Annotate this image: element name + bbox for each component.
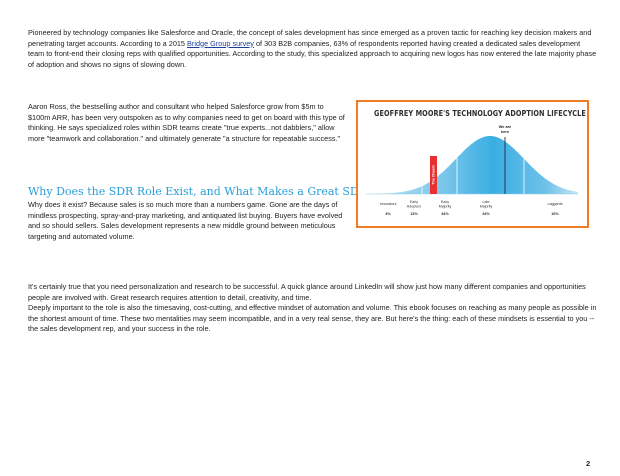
bell-curve <box>366 136 578 194</box>
segment-2-label: Early <box>410 200 418 204</box>
segment-2-label-line2: Adopters <box>407 205 422 209</box>
bridge-group-survey-link[interactable]: Bridge Group survey <box>187 38 254 48</box>
segment-1-percent: 3% <box>385 212 391 216</box>
segment-4-label: Late <box>483 200 490 204</box>
segment-5-percent: 16% <box>551 212 559 216</box>
intro-text-part2: of 303 B2B companies, 63% of respondents… <box>28 38 597 69</box>
adoption-lifecycle-figure: GEOFFREY MOORE'S TECHNOLOGY ADOPTION LIF… <box>356 100 589 228</box>
section-heading: Why Does the SDR Role Exist, and What Ma… <box>28 185 373 198</box>
figure-title: GEOFFREY MOORE'S TECHNOLOGY ADOPTION LIF… <box>374 109 586 118</box>
segment-5-label: Laggards <box>548 202 563 206</box>
segment-3-label: Early <box>441 200 449 204</box>
segment-3-percent: 34% <box>441 212 449 216</box>
chasm-bar-label: The Chasm <box>432 165 436 184</box>
personalization-paragraph: It's certainly true that you need person… <box>28 282 598 335</box>
we-are-here-label-line2: here <box>501 130 509 134</box>
segment-3-label-line2: Majority <box>439 205 452 209</box>
chasm-bar <box>430 156 437 194</box>
segment-2-percent: 13% <box>410 212 418 216</box>
segment-4-percent: 34% <box>482 212 490 216</box>
segment-dividers <box>421 157 525 194</box>
why-sdr-paragraph: Why does it exist? Because sales is so m… <box>28 200 343 241</box>
segment-labels: Innovators3%EarlyAdopters13%EarlyMajorit… <box>380 200 563 216</box>
intro-paragraph: Pioneered by technology companies like S… <box>28 28 598 70</box>
segment-4-label-line2: Majority <box>480 205 493 209</box>
we-are-here-label-line1: We are <box>499 125 511 129</box>
adoption-curve-graphic: The Chasm We are here Innovators3%EarlyA… <box>366 125 578 216</box>
intro-text-part1: Pioneered by technology companies like S… <box>28 28 592 48</box>
personalization-text-line2: Deeply important to the role is also the… <box>28 303 597 333</box>
segment-1-label: Innovators <box>380 202 397 206</box>
personalization-text-line1: It's certainly true that you need person… <box>28 282 586 302</box>
page-number: 2 <box>586 459 591 468</box>
aaron-ross-paragraph: Aaron Ross, the bestselling author and c… <box>28 102 345 143</box>
